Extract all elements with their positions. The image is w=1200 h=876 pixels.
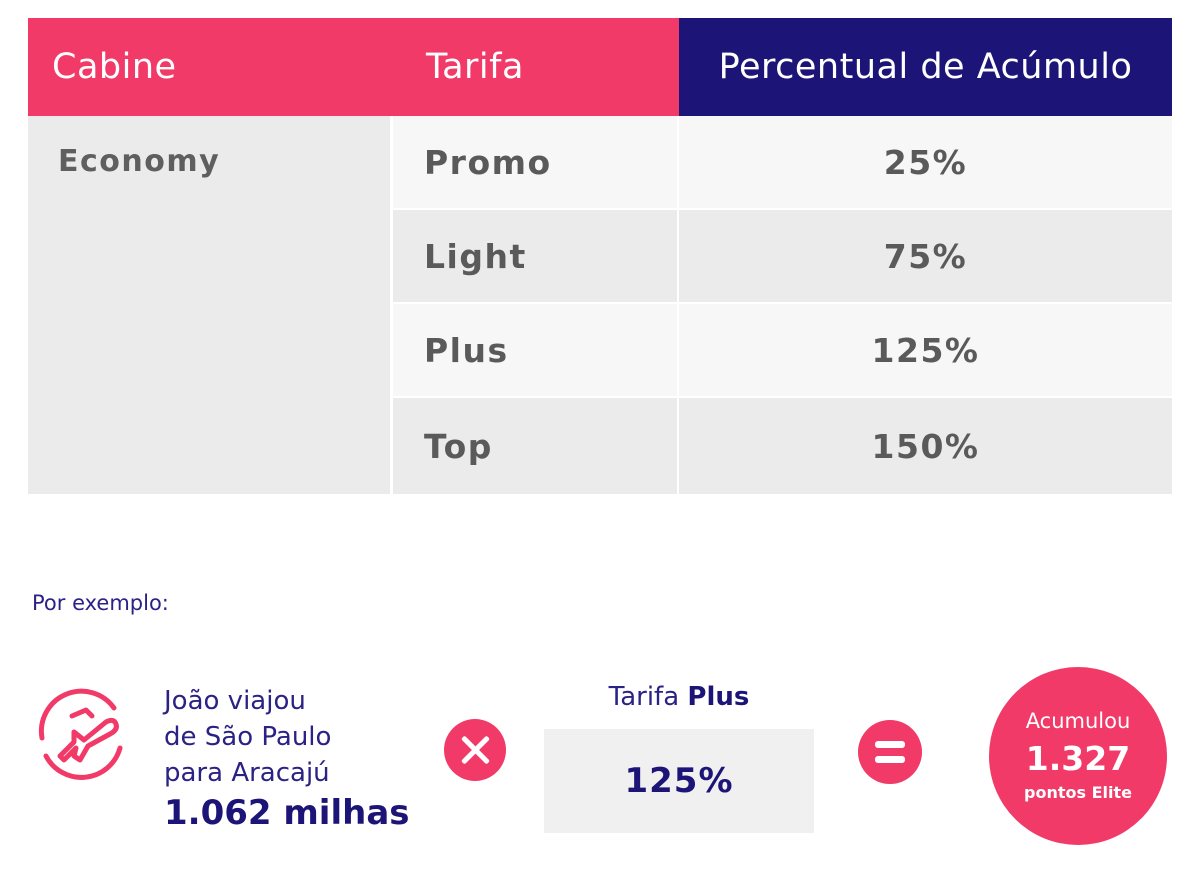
result-unit: pontos Elite [1024,783,1132,802]
header-cabine: Cabine [28,18,392,116]
fare-percent: 125% [624,761,734,801]
accrual-table: Cabine Tarifa Percentual de Acúmulo Econ… [28,18,1172,494]
fare-prefix: Tarifa [608,682,680,712]
example-intro: Por exemplo: [32,591,169,615]
cabine-label: Economy [58,144,221,179]
equals-icon [858,720,922,784]
trip-line: de São Paulo [164,722,332,752]
trip-line: João viajou [164,686,306,716]
miles-value: 1.062 milhas [164,793,410,833]
table-header: Cabine Tarifa Percentual de Acúmulo [28,18,1172,116]
percentual-cell: 25% [679,116,1172,208]
header-tarifa: Tarifa [392,18,679,116]
tarifa-cell: Top [393,398,677,494]
fare-percent-box: 125% [544,729,814,833]
times-icon [444,719,506,781]
result-badge: Acumulou 1.327 pontos Elite [989,667,1167,845]
table-row: Light 75% [393,210,1172,302]
percentual-cell: 75% [679,210,1172,302]
trip-description: João viajou de São Paulo para Aracajú 1.… [164,683,410,831]
table-row: Plus 125% [393,304,1172,396]
header-percentual: Percentual de Acúmulo [679,18,1172,116]
fare-name: Plus [687,682,750,712]
tarifa-cell: Promo [393,116,677,208]
percentual-cell: 150% [679,398,1172,494]
percentual-cell: 125% [679,304,1172,396]
fare-label: Tarifa Plus [544,682,814,712]
trip-line: para Aracajú [164,758,330,788]
table-row: Top 150% [393,398,1172,494]
tarifa-cell: Light [393,210,677,302]
cabine-cell: Economy [28,116,390,494]
result-label: Acumulou [1025,709,1131,733]
plane-landing-icon [30,686,130,786]
result-value: 1.327 [1025,739,1131,778]
tarifa-cell: Plus [393,304,677,396]
table-row: Promo 25% [393,116,1172,208]
